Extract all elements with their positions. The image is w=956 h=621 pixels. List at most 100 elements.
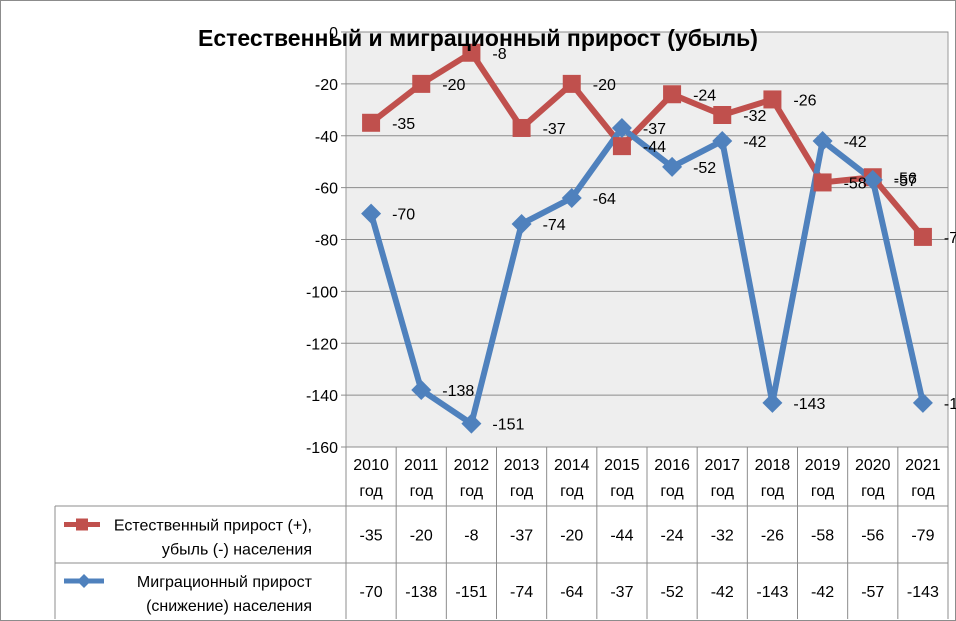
legend-entry-label: (снижение) населения — [146, 598, 312, 615]
x-tick-year: 2019 — [805, 457, 841, 474]
y-tick-label: -100 — [306, 284, 338, 301]
table-cell-value: -20 — [560, 528, 583, 545]
x-tick-unit: год — [610, 483, 634, 500]
data-point-square — [512, 118, 531, 137]
x-tick-unit: год — [410, 483, 434, 500]
x-tick-year: 2018 — [755, 457, 791, 474]
table-cell-value: -143 — [756, 584, 788, 601]
series-markers — [361, 43, 933, 434]
y-axis-ticks: -160 -140 -120 -100 -80 -60 -40 -20 0 — [306, 25, 338, 457]
table-cell-value: -44 — [610, 528, 633, 545]
data-label: -151 — [492, 417, 524, 434]
data-point-square — [813, 173, 832, 192]
x-tick-unit: год — [711, 483, 735, 500]
table-cell-value: -37 — [510, 528, 533, 545]
chart-title: Естественный и миграционный прирост (убы… — [198, 25, 758, 51]
x-tick-year: 2016 — [654, 457, 690, 474]
x-tick-year: 2017 — [704, 457, 740, 474]
data-label: -143 — [944, 396, 956, 413]
data-point-diamond — [662, 156, 683, 177]
x-tick-unit: год — [861, 483, 885, 500]
data-label: -57 — [894, 173, 917, 190]
data-label: -52 — [693, 160, 716, 177]
x-tick-year: 2012 — [454, 457, 490, 474]
table-cell-value: -26 — [761, 528, 784, 545]
data-point-diamond — [812, 130, 833, 151]
data-point-diamond — [912, 392, 933, 413]
x-tick-year: 2015 — [604, 457, 640, 474]
table-cell-value: -42 — [811, 584, 834, 601]
data-label: -24 — [693, 87, 716, 104]
data-label: -143 — [793, 396, 825, 413]
x-tick-unit: год — [560, 483, 584, 500]
series-line — [368, 124, 926, 427]
x-tick-year: 2021 — [905, 457, 941, 474]
table-cell-value: -52 — [661, 584, 684, 601]
table-cell-value: -35 — [360, 528, 383, 545]
data-point-square — [412, 74, 431, 93]
x-tick-year: 2011 — [404, 457, 439, 474]
table-cell-value: -64 — [560, 584, 583, 601]
data-point-square — [612, 137, 631, 156]
data-point-square — [713, 106, 732, 124]
data-point-diamond — [461, 413, 482, 434]
data-label: -37 — [643, 121, 666, 138]
data-label: -70 — [392, 207, 415, 224]
x-tick-unit: год — [811, 483, 835, 500]
legend-key-diamond-marker — [77, 574, 91, 588]
data-point-diamond — [712, 130, 733, 151]
gridlines — [341, 31, 948, 448]
data-label: -56 — [894, 170, 917, 187]
x-tick-unit: год — [761, 483, 785, 500]
data-point-square — [663, 85, 682, 104]
table-cell-value: -143 — [907, 584, 939, 601]
table-cell-value: -74 — [510, 584, 533, 601]
data-point-diamond — [611, 117, 632, 138]
table-cell-value: -32 — [711, 528, 734, 545]
table-cell-value: -8 — [464, 528, 478, 545]
table-cell-value: -37 — [610, 584, 633, 601]
data-label: -138 — [442, 383, 474, 400]
table-cell-value: -70 — [360, 584, 383, 601]
y-tick-label: 0 — [329, 25, 338, 42]
data-point-square — [763, 90, 782, 109]
y-tick-label: -80 — [315, 233, 338, 250]
data-point-diamond — [411, 379, 432, 400]
y-tick-label: -40 — [315, 129, 338, 146]
table-cell-value: -79 — [911, 528, 934, 545]
data-point-square — [462, 43, 481, 62]
table-cell-value: -138 — [405, 584, 437, 601]
data-point-diamond — [561, 188, 582, 208]
data-point-diamond — [511, 213, 532, 234]
data-table: 2010 год 2011 год 2012 год 2013 год 2014 год 2015 г… — [54, 447, 949, 619]
y-tick-label: -20 — [315, 77, 338, 94]
x-tick-year: 2014 — [554, 457, 590, 474]
data-label: -64 — [593, 191, 616, 208]
table-cell-value: -56 — [861, 528, 884, 545]
table-cell-value: -151 — [455, 584, 487, 601]
data-label: -20 — [442, 77, 465, 94]
table-cell-value: -58 — [811, 528, 834, 545]
data-label: -58 — [844, 175, 867, 192]
x-tick-unit: год — [510, 483, 534, 500]
table-cell-value: -20 — [410, 528, 433, 545]
legend-entry-label: Миграционный прирост — [137, 574, 313, 591]
x-tick-year: 2020 — [855, 457, 891, 474]
data-label: -37 — [543, 121, 566, 138]
x-tick-unit: год — [359, 483, 383, 500]
x-tick-year: 2013 — [504, 457, 540, 474]
data-point-diamond — [762, 392, 783, 413]
data-point-square — [362, 113, 381, 132]
data-label: -26 — [793, 92, 816, 109]
data-point-diamond — [862, 169, 883, 190]
data-label: -8 — [492, 46, 506, 63]
x-tick-year: 2010 — [353, 457, 389, 474]
data-label: -42 — [743, 134, 766, 151]
data-label: -42 — [844, 134, 867, 151]
legend-entry-label: убыль (-) населения — [162, 542, 312, 559]
y-tick-label: -60 — [315, 181, 338, 198]
data-label: -20 — [593, 77, 616, 94]
data-labels: -35 -20 -8 -37 -20 -44 -24 -32 -26 -58 -56 -79 -70 -1… — [392, 46, 956, 434]
y-tick-label: -140 — [306, 388, 338, 405]
